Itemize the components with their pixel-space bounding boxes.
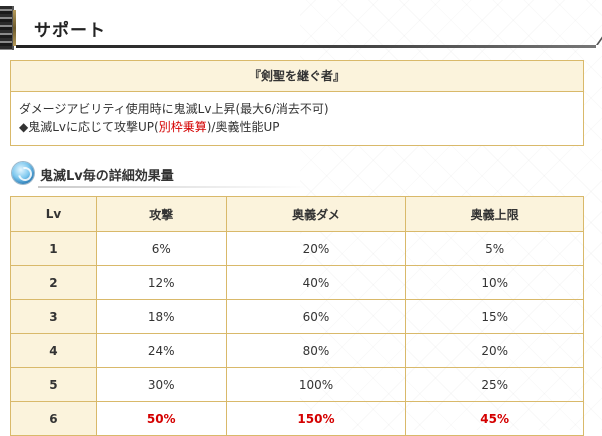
support-info-box: 『剣聖を継ぐ者』 ダメージアビリティ使用時に鬼滅Lv上昇(最大6/消去不可) ◆… bbox=[10, 60, 584, 146]
section-title: サポート bbox=[34, 21, 106, 41]
table-row: 4 24% 80% 20% bbox=[10, 333, 584, 368]
cell-ougi-damage: 40% bbox=[225, 265, 407, 300]
sub-section-underline bbox=[38, 186, 308, 188]
cell-ougi-cap: 25% bbox=[405, 367, 584, 402]
table-row: 2 12% 40% 10% bbox=[10, 265, 584, 300]
table-row: 6 50% 150% 45% bbox=[10, 401, 584, 436]
cell-ougi-cap: 10% bbox=[405, 265, 584, 300]
cell-attack: 24% bbox=[95, 333, 227, 368]
line-2-highlight: 別枠乗算 bbox=[158, 120, 207, 134]
support-skill-name: 『剣聖を継ぐ者』 bbox=[11, 61, 583, 92]
sub-section-header: 鬼滅Lv毎の詳細効果量 bbox=[10, 160, 600, 188]
cell-attack: 50% bbox=[95, 401, 227, 436]
cell-lv: 3 bbox=[10, 299, 97, 334]
cell-lv: 5 bbox=[10, 367, 97, 402]
cell-ougi-damage: 100% bbox=[225, 367, 407, 402]
cell-lv: 6 bbox=[10, 401, 97, 436]
table-header-row: Lv 攻撃 奥義ダメ 奥義上限 bbox=[10, 196, 584, 232]
support-description-line-2: ◆鬼滅Lvに応じて攻撃UP(別枠乗算)/奥義性能UP bbox=[19, 118, 575, 136]
cell-ougi-cap: 15% bbox=[405, 299, 584, 334]
cell-attack: 12% bbox=[95, 265, 227, 300]
header-ornament-icon bbox=[0, 6, 16, 50]
cell-attack: 6% bbox=[95, 231, 227, 266]
cell-ougi-damage: 60% bbox=[225, 299, 407, 334]
header-attack: 攻撃 bbox=[95, 196, 227, 232]
blue-orb-icon bbox=[12, 162, 34, 184]
cell-ougi-damage: 80% bbox=[225, 333, 407, 368]
effect-table: Lv 攻撃 奥義ダメ 奥義上限 1 6% 20% 5% 2 12% 40% 10… bbox=[10, 196, 584, 436]
table-row: 1 6% 20% 5% bbox=[10, 231, 584, 266]
header-underline bbox=[16, 45, 596, 48]
cell-ougi-damage: 20% bbox=[225, 231, 407, 266]
support-description-line-1: ダメージアビリティ使用時に鬼滅Lv上昇(最大6/消去不可) bbox=[19, 102, 329, 116]
sub-section-title: 鬼滅Lv毎の詳細効果量 bbox=[40, 169, 174, 184]
cell-ougi-cap: 20% bbox=[405, 333, 584, 368]
support-description: ダメージアビリティ使用時に鬼滅Lv上昇(最大6/消去不可) ◆鬼滅Lvに応じて攻… bbox=[11, 92, 583, 136]
table-row: 3 18% 60% 15% bbox=[10, 299, 584, 334]
section-header: サポート bbox=[0, 6, 596, 50]
cell-ougi-damage: 150% bbox=[225, 401, 407, 436]
cell-lv: 2 bbox=[10, 265, 97, 300]
table-row: 5 30% 100% 25% bbox=[10, 367, 584, 402]
header-ougi-damage: 奥義ダメ bbox=[225, 196, 407, 232]
cell-lv: 4 bbox=[10, 333, 97, 368]
header-ougi-cap: 奥義上限 bbox=[405, 196, 584, 232]
line-2-prefix: ◆鬼滅Lvに応じて攻撃UP( bbox=[19, 120, 159, 134]
line-2-suffix: )/奥義性能UP bbox=[206, 120, 280, 134]
cell-lv: 1 bbox=[10, 231, 97, 266]
cell-attack: 30% bbox=[95, 367, 227, 402]
header-lv: Lv bbox=[10, 196, 97, 232]
cell-ougi-cap: 5% bbox=[405, 231, 584, 266]
cell-ougi-cap: 45% bbox=[405, 401, 584, 436]
cell-attack: 18% bbox=[95, 299, 227, 334]
